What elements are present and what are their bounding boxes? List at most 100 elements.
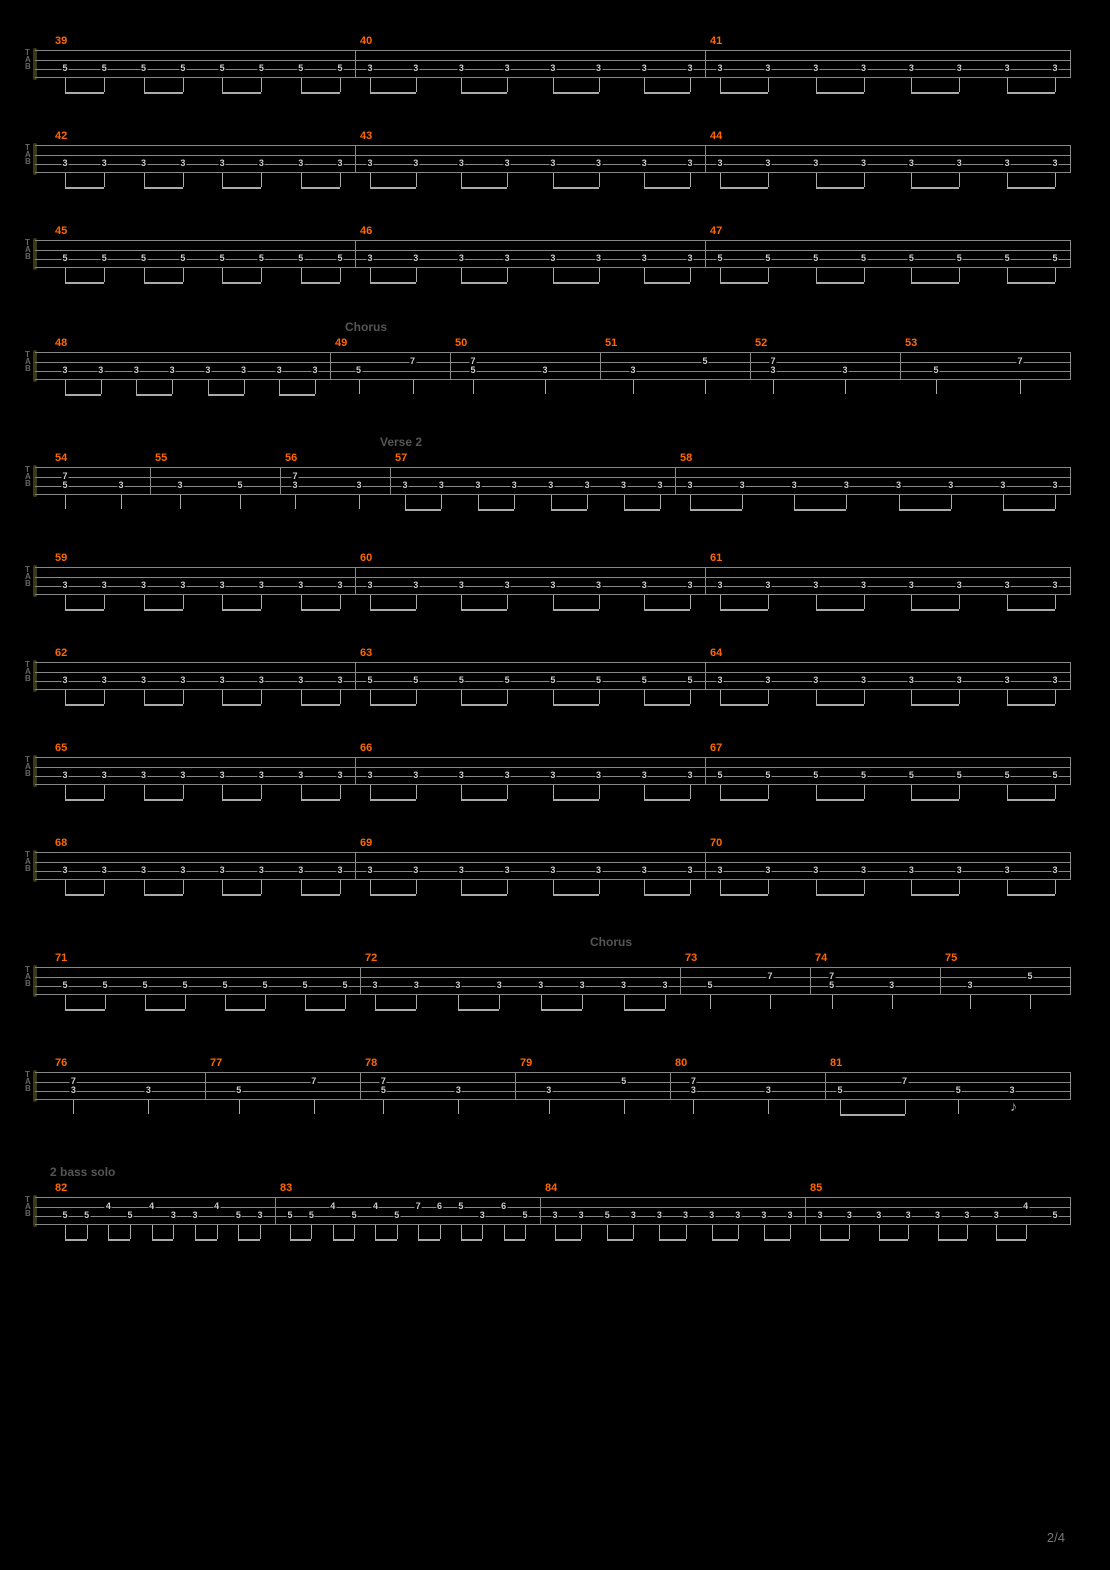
fret-number: 5 (336, 64, 343, 73)
fret-number: 3 (458, 771, 465, 780)
fret-number: 5 (101, 981, 108, 990)
fret-number: 3 (219, 771, 226, 780)
fret-number: 5 (812, 254, 819, 263)
fret-number: 5 (258, 64, 265, 73)
fret-number: 3 (812, 676, 819, 685)
fret-number: 3 (1008, 1086, 1015, 1095)
fret-number: 3 (908, 866, 915, 875)
fret-number: 7 (380, 1077, 387, 1086)
fret-number: 3 (764, 581, 771, 590)
fret-number: 5 (179, 254, 186, 263)
fret-number: 3 (1051, 159, 1058, 168)
fret-number: 3 (595, 254, 602, 263)
fret-number: 3 (641, 581, 648, 590)
fret-number: 5 (1051, 1211, 1058, 1220)
fret-number: 3 (708, 1211, 715, 1220)
fret-number: 3 (412, 64, 419, 73)
fret-number: 3 (297, 581, 304, 590)
fret-number: 3 (97, 366, 104, 375)
measure-number: 80 (675, 1057, 687, 1069)
fret-number: 3 (765, 1086, 772, 1095)
fret-number: 5 (351, 1211, 358, 1220)
fret-number: 5 (235, 1211, 242, 1220)
fret-number: 3 (240, 366, 247, 375)
fret-number: 3 (686, 159, 693, 168)
fret-number: 4 (372, 1202, 379, 1211)
fret-number: 3 (101, 676, 108, 685)
tab-clef-label: TAB (25, 1071, 31, 1092)
measure-number: 83 (280, 1182, 292, 1194)
measure-number: 48 (55, 337, 67, 349)
fret-number: 3 (258, 866, 265, 875)
fret-number: 3 (549, 581, 556, 590)
fret-number: 3 (336, 866, 343, 875)
fret-number: 5 (457, 1202, 464, 1211)
fret-number: 3 (764, 159, 771, 168)
fret-number: 3 (1004, 866, 1011, 875)
fret-number: 3 (966, 981, 973, 990)
fret-number: 3 (140, 676, 147, 685)
fret-number: 3 (70, 1086, 77, 1095)
fret-number: 3 (716, 676, 723, 685)
measure-number: 73 (685, 952, 697, 964)
fret-number: 3 (641, 64, 648, 73)
fret-number: 4 (105, 1202, 112, 1211)
measure-number: 56 (285, 452, 297, 464)
fret-number: 3 (412, 866, 419, 875)
fret-number: 5 (126, 1211, 133, 1220)
fret-number: 5 (341, 981, 348, 990)
fret-number: 3 (413, 981, 420, 990)
fret-number: 3 (176, 481, 183, 490)
fret-number: 5 (764, 254, 771, 263)
fret-number: 5 (956, 254, 963, 263)
fret-number: 3 (297, 676, 304, 685)
fret-number: 3 (1051, 481, 1058, 490)
fret-number: 5 (716, 254, 723, 263)
fret-number: 5 (686, 676, 693, 685)
measure-number: 66 (360, 742, 372, 754)
fret-number: 5 (549, 676, 556, 685)
fret-number: 3 (595, 581, 602, 590)
fret-number: 5 (301, 981, 308, 990)
fret-number: 3 (641, 254, 648, 263)
fret-number: 3 (716, 581, 723, 590)
fret-number: 3 (549, 771, 556, 780)
measure-number: 79 (520, 1057, 532, 1069)
fret-number: 3 (537, 981, 544, 990)
fret-number: 3 (860, 159, 867, 168)
measure-number: 71 (55, 952, 67, 964)
measure-number: 65 (55, 742, 67, 754)
measure-number: 61 (710, 552, 722, 564)
fret-number: 5 (141, 981, 148, 990)
fret-number: 3 (812, 64, 819, 73)
fret-number: 3 (541, 366, 548, 375)
fret-number: 5 (1004, 254, 1011, 263)
fret-number: 3 (908, 64, 915, 73)
tab-clef-label: TAB (25, 239, 31, 260)
measure-number: 62 (55, 647, 67, 659)
measure-number: 60 (360, 552, 372, 564)
measure-number: 81 (830, 1057, 842, 1069)
fret-number: 3 (479, 1211, 486, 1220)
fret-number: 7 (310, 1077, 317, 1086)
fret-number: 3 (547, 481, 554, 490)
fret-number: 3 (764, 64, 771, 73)
fret-number: 3 (1051, 866, 1058, 875)
fret-number: 3 (549, 159, 556, 168)
fret-number: 3 (875, 1211, 882, 1220)
fret-number: 3 (258, 159, 265, 168)
fret-number: 5 (956, 771, 963, 780)
fret-number: 3 (458, 254, 465, 263)
fret-number: 3 (551, 1211, 558, 1220)
fret-number: 3 (620, 981, 627, 990)
fret-number: 3 (656, 1211, 663, 1220)
fret-number: 7 (1016, 357, 1023, 366)
measure-number: 51 (605, 337, 617, 349)
fret-number: 5 (101, 64, 108, 73)
fret-number: 5 (521, 1211, 528, 1220)
fret-number: 3 (860, 64, 867, 73)
fret-number: 3 (545, 1086, 552, 1095)
fret-number: 3 (764, 676, 771, 685)
fret-number: 5 (61, 254, 68, 263)
fret-number: 3 (578, 1211, 585, 1220)
